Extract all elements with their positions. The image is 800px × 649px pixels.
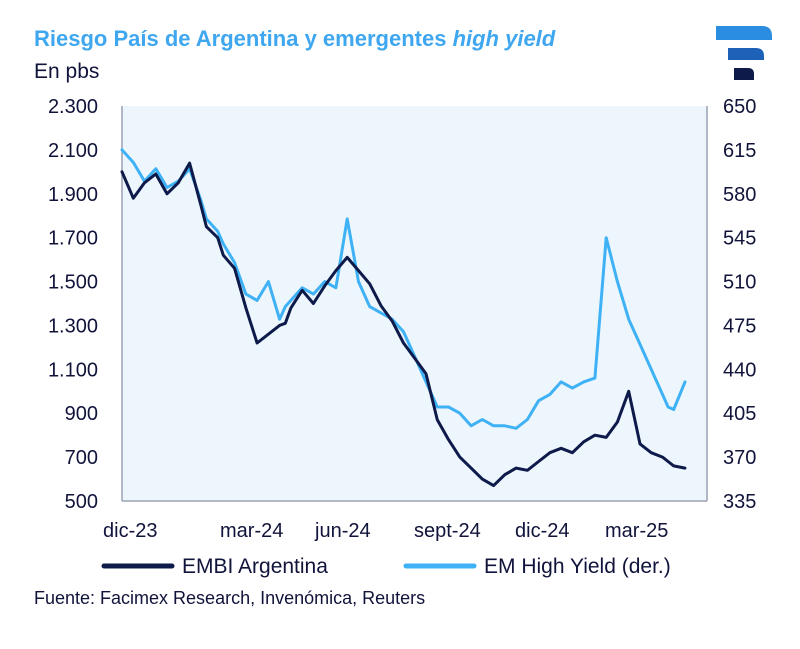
series-lines <box>120 148 687 488</box>
y-right-tick-label: 335 <box>723 491 756 513</box>
y-left-tick-label: 500 <box>65 491 98 513</box>
y-right-tick-label: 405 <box>723 403 756 425</box>
chart-title: Riesgo País de Argentina y emergentes hi… <box>34 26 555 52</box>
y-left-tick-label: 900 <box>65 403 98 425</box>
y-left-tick-label: 1.300 <box>48 315 98 337</box>
y-right-tick-label: 580 <box>723 184 756 206</box>
y-left-tick-label: 1.700 <box>48 228 98 250</box>
y-right-tick-label: 545 <box>723 228 756 250</box>
x-tick-label: mar-25 <box>605 520 668 542</box>
legend-label-emhy: EM High Yield (der.) <box>484 555 671 578</box>
y-axis-right: 650 615 580 545 510 475 440 405 370 335 <box>723 96 756 513</box>
logo-bar-middle <box>728 48 764 60</box>
logo-bar-top <box>716 26 772 40</box>
x-tick-label: dic-24 <box>515 520 569 542</box>
y-right-tick-label: 510 <box>723 272 756 294</box>
series-line-em-high-yield <box>120 148 687 430</box>
y-right-tick-label: 475 <box>723 315 756 337</box>
x-tick-label: mar-24 <box>220 520 283 542</box>
logo-bar-bottom <box>734 68 754 80</box>
y-left-tick-label: 700 <box>65 447 98 469</box>
x-tick-label: jun-24 <box>314 520 371 542</box>
y-right-tick-label: 615 <box>723 140 756 162</box>
series-line-embi-argentina <box>120 161 687 488</box>
plot-background <box>122 106 707 501</box>
x-axis: dic-23 mar-24 jun-24 sept-24 dic-24 mar-25 <box>103 520 668 542</box>
y-right-tick-label: 440 <box>723 359 756 381</box>
y-right-tick-label: 370 <box>723 447 756 469</box>
y-left-tick-label: 1.100 <box>48 359 98 381</box>
y-right-tick-label: 650 <box>723 96 756 118</box>
legend-label-embi: EMBI Argentina <box>182 555 328 578</box>
y-left-tick-label: 1.500 <box>48 272 98 294</box>
y-left-tick-label: 2.100 <box>48 140 98 162</box>
x-tick-label: dic-23 <box>103 520 157 542</box>
chart-title-main: Riesgo País de Argentina y emergentes <box>34 26 453 51</box>
y-axis-left: 2.300 2.100 1.900 1.700 1.500 1.300 1.100 900 70… <box>48 96 98 513</box>
y-left-tick-label: 2.300 <box>48 96 98 118</box>
brand-logo <box>716 26 772 80</box>
y-axis-unit-label: En pbs <box>34 60 100 83</box>
source-note: Fuente: Facimex Research, Invenómica, Re… <box>34 588 426 608</box>
y-left-tick-label: 1.900 <box>48 184 98 206</box>
x-tick-label: sept-24 <box>414 520 481 542</box>
chart-title-italic: high yield <box>452 26 556 51</box>
